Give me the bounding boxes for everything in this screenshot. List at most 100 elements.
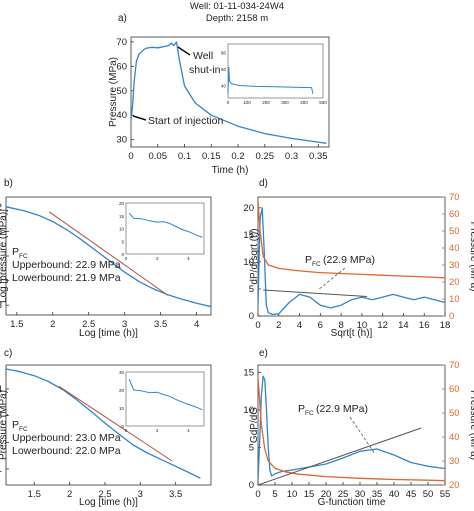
inset-y-tick: 10	[119, 227, 125, 232]
lowerbound-text: Lowerbound: 22.0 MPa	[12, 445, 121, 457]
x-tick-label: 1.5	[28, 489, 41, 500]
x-tick-label: 50	[423, 489, 434, 500]
inset-x-tick: 300	[281, 100, 289, 105]
y-tick-label: 3.05	[0, 276, 2, 287]
x-tick-label: 0.1	[178, 151, 191, 162]
x-tick-label: 0.15	[202, 151, 221, 162]
plot-frame	[257, 364, 446, 486]
inset-x-tick: 0	[125, 428, 128, 433]
inset-line	[128, 379, 203, 411]
x-tick-label: 0.3	[285, 151, 298, 162]
x-tick-label: 0.05	[149, 151, 168, 162]
y-tick-label: 20	[243, 203, 254, 214]
y-axis-label: Pressure (MPa)	[0, 390, 9, 460]
plot-frame	[130, 36, 330, 148]
y-axis-label: dP/d(sqrt (t))	[249, 228, 260, 284]
inset-x-tick: 200	[262, 100, 270, 105]
series-line-fit	[58, 385, 173, 462]
plot-frame	[257, 196, 446, 317]
x-axis-label: G-function time	[318, 497, 386, 508]
series-line-dp-d-sqrt-t-	[258, 207, 445, 316]
y-tick-label: 50	[116, 86, 127, 97]
inset-y-tick: 60	[221, 67, 227, 72]
inset-y-tick: 20	[119, 201, 125, 206]
x-tick-label: 2	[67, 489, 72, 500]
x-tick-label: 0.25	[256, 151, 275, 162]
y-tick-label: 24	[0, 384, 2, 395]
inset-frame	[125, 202, 205, 255]
y-tick-label: 10	[243, 405, 254, 416]
pfc-value: (22.9 MPa)	[316, 403, 368, 415]
series-line-pressure	[258, 200, 445, 279]
y-tick-label: 3.15	[0, 226, 2, 237]
x-tick-label: 4	[194, 319, 199, 330]
series-line-fit	[258, 427, 422, 485]
x-tick-label: 30	[355, 489, 366, 500]
x-tick-label: 35	[372, 489, 383, 500]
x-axis-label: Sqrt[t (h)]	[331, 328, 373, 339]
y2-tick-label: 30	[449, 260, 460, 271]
x-tick-label: 2	[276, 320, 281, 331]
depth-title: Depth: 2158 m	[206, 13, 268, 24]
pfc-subscript: FC	[312, 261, 321, 268]
y2-tick-label: 20	[449, 277, 460, 288]
panel-letter: c)	[4, 348, 12, 359]
panel-e: e)0 5 10 15 20 25 30 35 40 45 50 55051015G-function…	[243, 348, 474, 508]
series-group	[6, 368, 201, 479]
series-group	[258, 200, 445, 316]
series-group	[258, 375, 445, 485]
x-tick-label: 20	[321, 489, 332, 500]
x-axis-label: Log [time (h)]	[79, 328, 138, 339]
x-tick-label: 0	[255, 320, 260, 331]
inset-x-tick: 400	[300, 100, 308, 105]
y-tick-label: 23	[0, 411, 2, 422]
x-tick-label: 10	[357, 320, 368, 331]
y2-tick-label: 30	[449, 456, 460, 467]
panel-c: c)1.522.533.521222324Log [time (h)]Press…	[0, 348, 212, 508]
inset-frame	[125, 371, 205, 427]
well-title: Well: 01-11-034-24W4	[190, 1, 284, 12]
panel-b: b) 1.5 2 2.5 3 3.5 4 3 3.05 3.1 3.15 3.2 Log [time (…	[0, 178, 212, 339]
y2-tick-label: 70	[449, 192, 460, 203]
x-tick-label: 0	[255, 489, 260, 500]
y2-tick-label: 60	[449, 384, 460, 395]
y-tick-label: 5	[249, 284, 254, 295]
x-tick-label: 3.5	[169, 489, 182, 500]
series-group	[131, 41, 327, 144]
x-tick-label: 2.5	[98, 489, 111, 500]
x-tick-label: 3	[138, 489, 143, 500]
x-tick-label: 0	[128, 151, 133, 162]
pfc-subscript: FC	[19, 426, 28, 433]
y-tick-label: 0	[249, 311, 254, 322]
x-tick-label: 12	[377, 320, 388, 331]
x-tick-label: 18	[440, 320, 451, 331]
x-tick-label: 55	[440, 489, 451, 500]
x-tick-label: 45	[406, 489, 417, 500]
series-group	[6, 206, 211, 308]
pfc-label: P	[12, 246, 19, 258]
inset-line	[128, 212, 203, 238]
annotation-well: Well	[193, 50, 213, 62]
inset-x-tick: 2	[156, 256, 159, 261]
annotation-shut-in: shut-in	[189, 64, 221, 76]
pfc-pointer	[317, 267, 346, 291]
y-axis-label: Pressure (MPa)	[108, 57, 119, 127]
inset-y-tick: 0	[121, 424, 124, 429]
y2-axis-label: Pressure (MPa)	[468, 390, 474, 460]
pfc-subscript: FC	[19, 253, 28, 260]
inset-y-tick: 15	[119, 214, 125, 219]
y2-tick-label: 50	[449, 408, 460, 419]
x-tick-label: 2	[50, 319, 55, 330]
lowerbound-text: Lowerbound: 21.9 MPa	[12, 272, 121, 284]
x-tick-label: 15	[304, 489, 315, 500]
annotation-start: Start of injection	[148, 115, 223, 127]
series-line-fit	[48, 211, 169, 296]
x-axis-label: Log [time (h)]	[79, 497, 138, 508]
inset-x-tick: 0	[125, 256, 128, 261]
y-tick-label: 70	[116, 37, 127, 48]
panel-a: a) 0 0.05 0.1 0.15 0.2 0.25 0.3 0.35 30 40 50 60 70 Ti…	[108, 13, 330, 176]
y-axis-label: GdP/dG	[249, 407, 260, 443]
pfc-label: P	[12, 419, 19, 431]
